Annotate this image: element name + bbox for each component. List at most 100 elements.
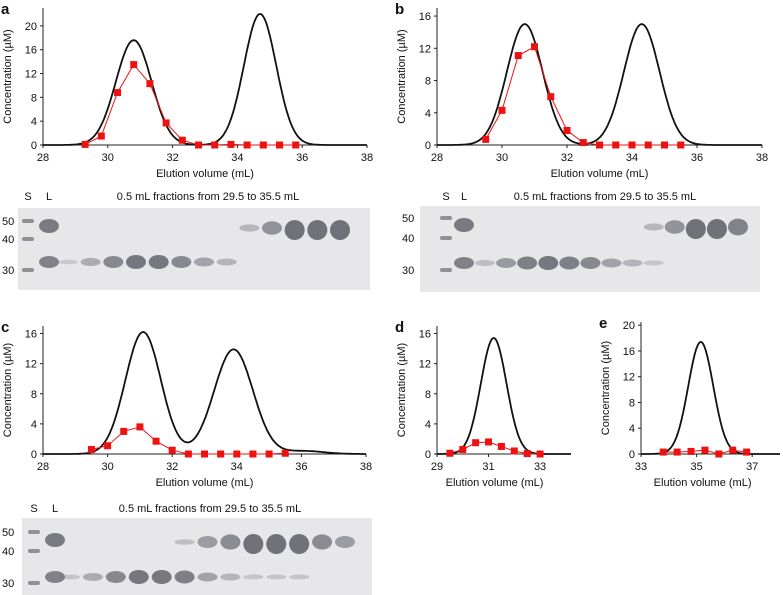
load-band-upper [454, 218, 474, 232]
fraction-band-upper [262, 221, 282, 235]
fraction-band-upper [289, 534, 310, 554]
chart-panel-e: e 0 4 8 12 16 20 33 35 37 Elution volume (mL) Conce… [599, 315, 780, 489]
y-tick-label: 20 [623, 320, 635, 332]
fraction-band-lower [220, 573, 241, 581]
fraction-marker [596, 141, 603, 149]
fraction-marker [673, 448, 681, 456]
fraction-band-lower [197, 572, 218, 582]
fraction-band-upper [706, 219, 727, 239]
gel-image-b: S L 0.5 mL fractions from 29.5 to 35.5 mL 5… [402, 191, 760, 292]
chart-panel-c: c 0 4 8 12 16 28 30 32 34 36 38 Elution volume (mL) C… [1, 319, 372, 489]
panel-label: e [599, 315, 607, 332]
x-tick-label: 32 [166, 152, 178, 164]
fraction-band-lower [266, 574, 287, 580]
chart-panel-a: a 0 4 8 12 16 20 28 30 32 34 36 38 Elution volume (mL… [1, 1, 373, 180]
panel-label: d [395, 319, 404, 336]
lane-label-l: L [461, 191, 467, 203]
marker-size-label: 40 [402, 233, 414, 245]
fraction-marker [168, 446, 176, 454]
fraction-marker [510, 447, 518, 455]
y-tick-label: 12 [419, 359, 431, 371]
fraction-marker [612, 141, 620, 149]
fraction-band-lower [601, 258, 622, 268]
y-axis-label: Concentration (µM) [600, 341, 612, 435]
fraction-marker [497, 442, 505, 450]
y-tick-label: 0 [425, 449, 431, 461]
y-tick-label: 20 [25, 21, 37, 33]
x-axis-label: Elution volume (mL) [156, 168, 254, 180]
fraction-band-lower [580, 257, 601, 269]
fraction-marker [482, 135, 490, 143]
gel-title: 0.5 mL fractions from 29.5 to 35.5 mL [117, 191, 299, 203]
panel-label: a [1, 1, 10, 18]
fraction-band-lower [80, 258, 101, 266]
marker-band [28, 581, 40, 585]
gel-image-c: S L 0.5 mL fractions from 29.5 to 35.5 mL 5… [2, 503, 372, 595]
marker-size-label: 30 [402, 265, 414, 277]
x-tick-label: 38 [360, 461, 372, 473]
fraction-band-lower [475, 260, 495, 266]
fraction-band-lower [194, 257, 214, 267]
x-tick-label: 34 [231, 461, 243, 473]
fraction-marker [276, 141, 284, 149]
marker-size-label: 30 [2, 265, 14, 277]
y-tick-label: 0 [425, 140, 431, 152]
lane-label-l: L [46, 191, 52, 203]
load-band-lower [45, 571, 65, 583]
fraction-marker [459, 445, 467, 453]
panel-label: b [395, 1, 404, 18]
y-tick-label: 12 [25, 69, 37, 81]
fraction-band-upper [685, 219, 706, 239]
fraction-marker [743, 448, 751, 456]
fraction-band-upper [664, 220, 685, 234]
y-tick-label: 12 [419, 43, 431, 55]
fraction-band-lower [622, 259, 643, 267]
fraction-marker [514, 52, 522, 60]
fraction-marker [81, 140, 89, 148]
x-tick-label: 32 [166, 461, 178, 473]
gel-image-a: S L 0.5 mL fractions from 29.5 to 35.5 mL 5… [2, 191, 370, 290]
fraction-band-lower [60, 574, 80, 580]
fraction-marker [195, 141, 203, 149]
x-tick-label: 37 [746, 461, 758, 473]
fraction-marker [136, 423, 144, 431]
fraction-marker [178, 136, 186, 144]
fraction-band-upper [312, 534, 333, 550]
fraction-band-lower [538, 256, 559, 270]
y-tick-label: 4 [31, 419, 37, 431]
y-tick-label: 12 [25, 359, 37, 371]
x-tick-label: 34 [626, 152, 638, 164]
load-band-upper [45, 533, 65, 547]
fraction-marker [243, 141, 251, 149]
fraction-marker [233, 450, 241, 458]
lane-label-l: L [52, 503, 58, 515]
fraction-marker [446, 449, 454, 457]
fraction-band-lower [58, 259, 78, 265]
lane-label-s: S [30, 503, 37, 515]
x-axis-label: Elution volume (mL) [446, 477, 544, 489]
fraction-marker [531, 43, 538, 51]
y-axis-label: Concentration (µM) [396, 343, 408, 437]
load-band-lower [39, 256, 59, 268]
x-axis-label: Elution volume (mL) [654, 477, 752, 489]
chromatogram-line [437, 337, 571, 455]
fraction-band-lower [148, 255, 169, 269]
y-tick-label: 4 [425, 419, 431, 431]
x-tick-label: 30 [496, 152, 508, 164]
marker-band [22, 219, 34, 223]
marker-band [440, 216, 452, 220]
gel-background [18, 208, 370, 290]
y-tick-label: 4 [629, 423, 635, 435]
fraction-band-upper [174, 539, 195, 545]
y-axis-label: Concentration (µM) [396, 29, 408, 123]
fraction-band-lower [517, 256, 538, 270]
fraction-band-lower [559, 256, 580, 270]
marker-band [28, 530, 40, 534]
chart-panel-b: b 0 4 8 12 16 28 30 32 34 36 38 Elution volume (mL) C… [395, 1, 768, 180]
x-axis-label: Elution volume (mL) [156, 477, 254, 489]
y-tick-label: 4 [425, 108, 431, 120]
fraction-band-lower [105, 571, 126, 583]
chromatogram-line [437, 23, 762, 146]
fraction-band-lower [174, 570, 195, 584]
fraction-band-lower [496, 258, 517, 268]
